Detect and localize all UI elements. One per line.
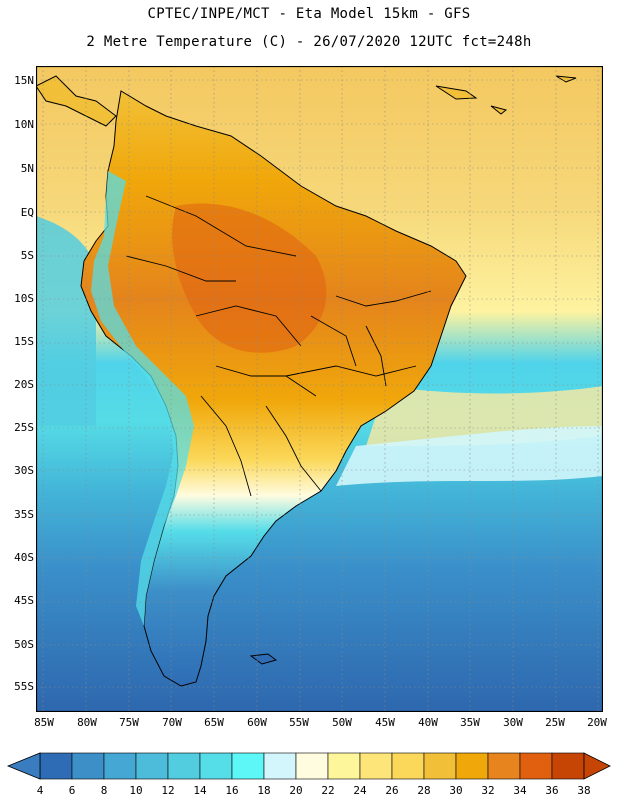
caribbean-islands xyxy=(435,75,577,115)
country-borders xyxy=(125,195,432,497)
colorbar-tick-label: 36 xyxy=(545,784,559,797)
colorbar-cell xyxy=(487,752,521,780)
lon-label: 25W xyxy=(545,716,565,729)
colorbar-cell xyxy=(327,752,361,780)
colorbar-tick-label: 12 xyxy=(161,784,175,797)
lon-label: 80W xyxy=(77,716,97,729)
lon-label: 85W xyxy=(34,716,54,729)
colorbar-tick-label: 14 xyxy=(193,784,207,797)
colorbar-cell xyxy=(39,752,73,780)
colorbar-cell xyxy=(167,752,201,780)
lat-label: 10S xyxy=(14,292,34,305)
colorbar-tick-label: 30 xyxy=(449,784,463,797)
colorbar-cell xyxy=(423,752,457,780)
pacific-cool-band xyxy=(36,216,96,426)
lon-label: 55W xyxy=(289,716,309,729)
colorbar-tick-label: 28 xyxy=(417,784,431,797)
lat-label: 40S xyxy=(14,551,34,564)
colorbar-tick-label: 6 xyxy=(68,784,76,797)
lat-label: 20S xyxy=(14,378,34,391)
atlantic-light-band xyxy=(336,426,603,486)
colorbar-tick-label: 20 xyxy=(289,784,303,797)
colorbar xyxy=(6,752,611,780)
colorbar-tick-label: 24 xyxy=(353,784,367,797)
graticule xyxy=(36,66,603,712)
colorbar-tick-label: 10 xyxy=(129,784,143,797)
temperature-map xyxy=(36,66,603,712)
colorbar-cell xyxy=(359,752,393,780)
colorbar-cell xyxy=(135,752,169,780)
colorbar-cell xyxy=(71,752,105,780)
lat-label: 55S xyxy=(14,680,34,693)
lon-label: 75W xyxy=(119,716,139,729)
lat-label: EQ xyxy=(20,206,34,219)
colorbar-cell xyxy=(391,752,425,780)
colorbar-tick-label: 34 xyxy=(513,784,527,797)
colorbar-cell xyxy=(231,752,265,780)
colorbar-cell xyxy=(519,752,553,780)
colorbar-cell xyxy=(295,752,329,780)
colorbar-cell xyxy=(199,752,233,780)
map-title: CPTEC/INPE/MCT - Eta Model 15km - GFS xyxy=(147,6,471,22)
map-frame xyxy=(36,66,603,712)
lon-label: 40W xyxy=(418,716,438,729)
colorbar-tick-label: 26 xyxy=(385,784,399,797)
lon-label: 70W xyxy=(162,716,182,729)
lat-label: 10N xyxy=(14,118,34,131)
colorbar-tick-label: 22 xyxy=(321,784,335,797)
lon-label: 65W xyxy=(204,716,224,729)
lat-label: 45S xyxy=(14,594,34,607)
colorbar-tick-label: 8 xyxy=(100,784,108,797)
colorbar-tick-label: 16 xyxy=(225,784,239,797)
lon-label: 45W xyxy=(375,716,395,729)
lat-label: 5S xyxy=(20,249,34,262)
central-america-land xyxy=(36,75,117,127)
colorbar-tick-label: 18 xyxy=(257,784,271,797)
lon-label: 30W xyxy=(503,716,523,729)
map-subtitle: 2 Metre Temperature (C) - 26/07/2020 12U… xyxy=(86,34,532,50)
map-canvas xyxy=(36,66,603,712)
lon-label: 60W xyxy=(247,716,267,729)
lat-label: 30S xyxy=(14,464,34,477)
lat-label: 50S xyxy=(14,638,34,651)
colorbar-tick-label: 38 xyxy=(577,784,591,797)
colorbar-cell xyxy=(551,752,585,780)
colorbar-tick-label: 32 xyxy=(481,784,495,797)
colorbar-low-arrow xyxy=(6,752,41,780)
andes-cool-strip xyxy=(91,171,194,626)
lat-label: 35S xyxy=(14,508,34,521)
colorbar-high-arrow xyxy=(583,752,611,780)
colorbar-tick-label: 4 xyxy=(36,784,44,797)
lon-label: 50W xyxy=(332,716,352,729)
lat-label: 25S xyxy=(14,421,34,434)
colorbar-cell xyxy=(103,752,137,780)
lon-label: 35W xyxy=(460,716,480,729)
colorbar-cell xyxy=(263,752,297,780)
lon-label: 20W xyxy=(587,716,607,729)
colorbar-cell xyxy=(455,752,489,780)
lat-label: 15S xyxy=(14,335,34,348)
hot-interior xyxy=(172,203,327,353)
lat-label: 5N xyxy=(20,162,34,175)
lat-label: 15N xyxy=(14,74,34,87)
